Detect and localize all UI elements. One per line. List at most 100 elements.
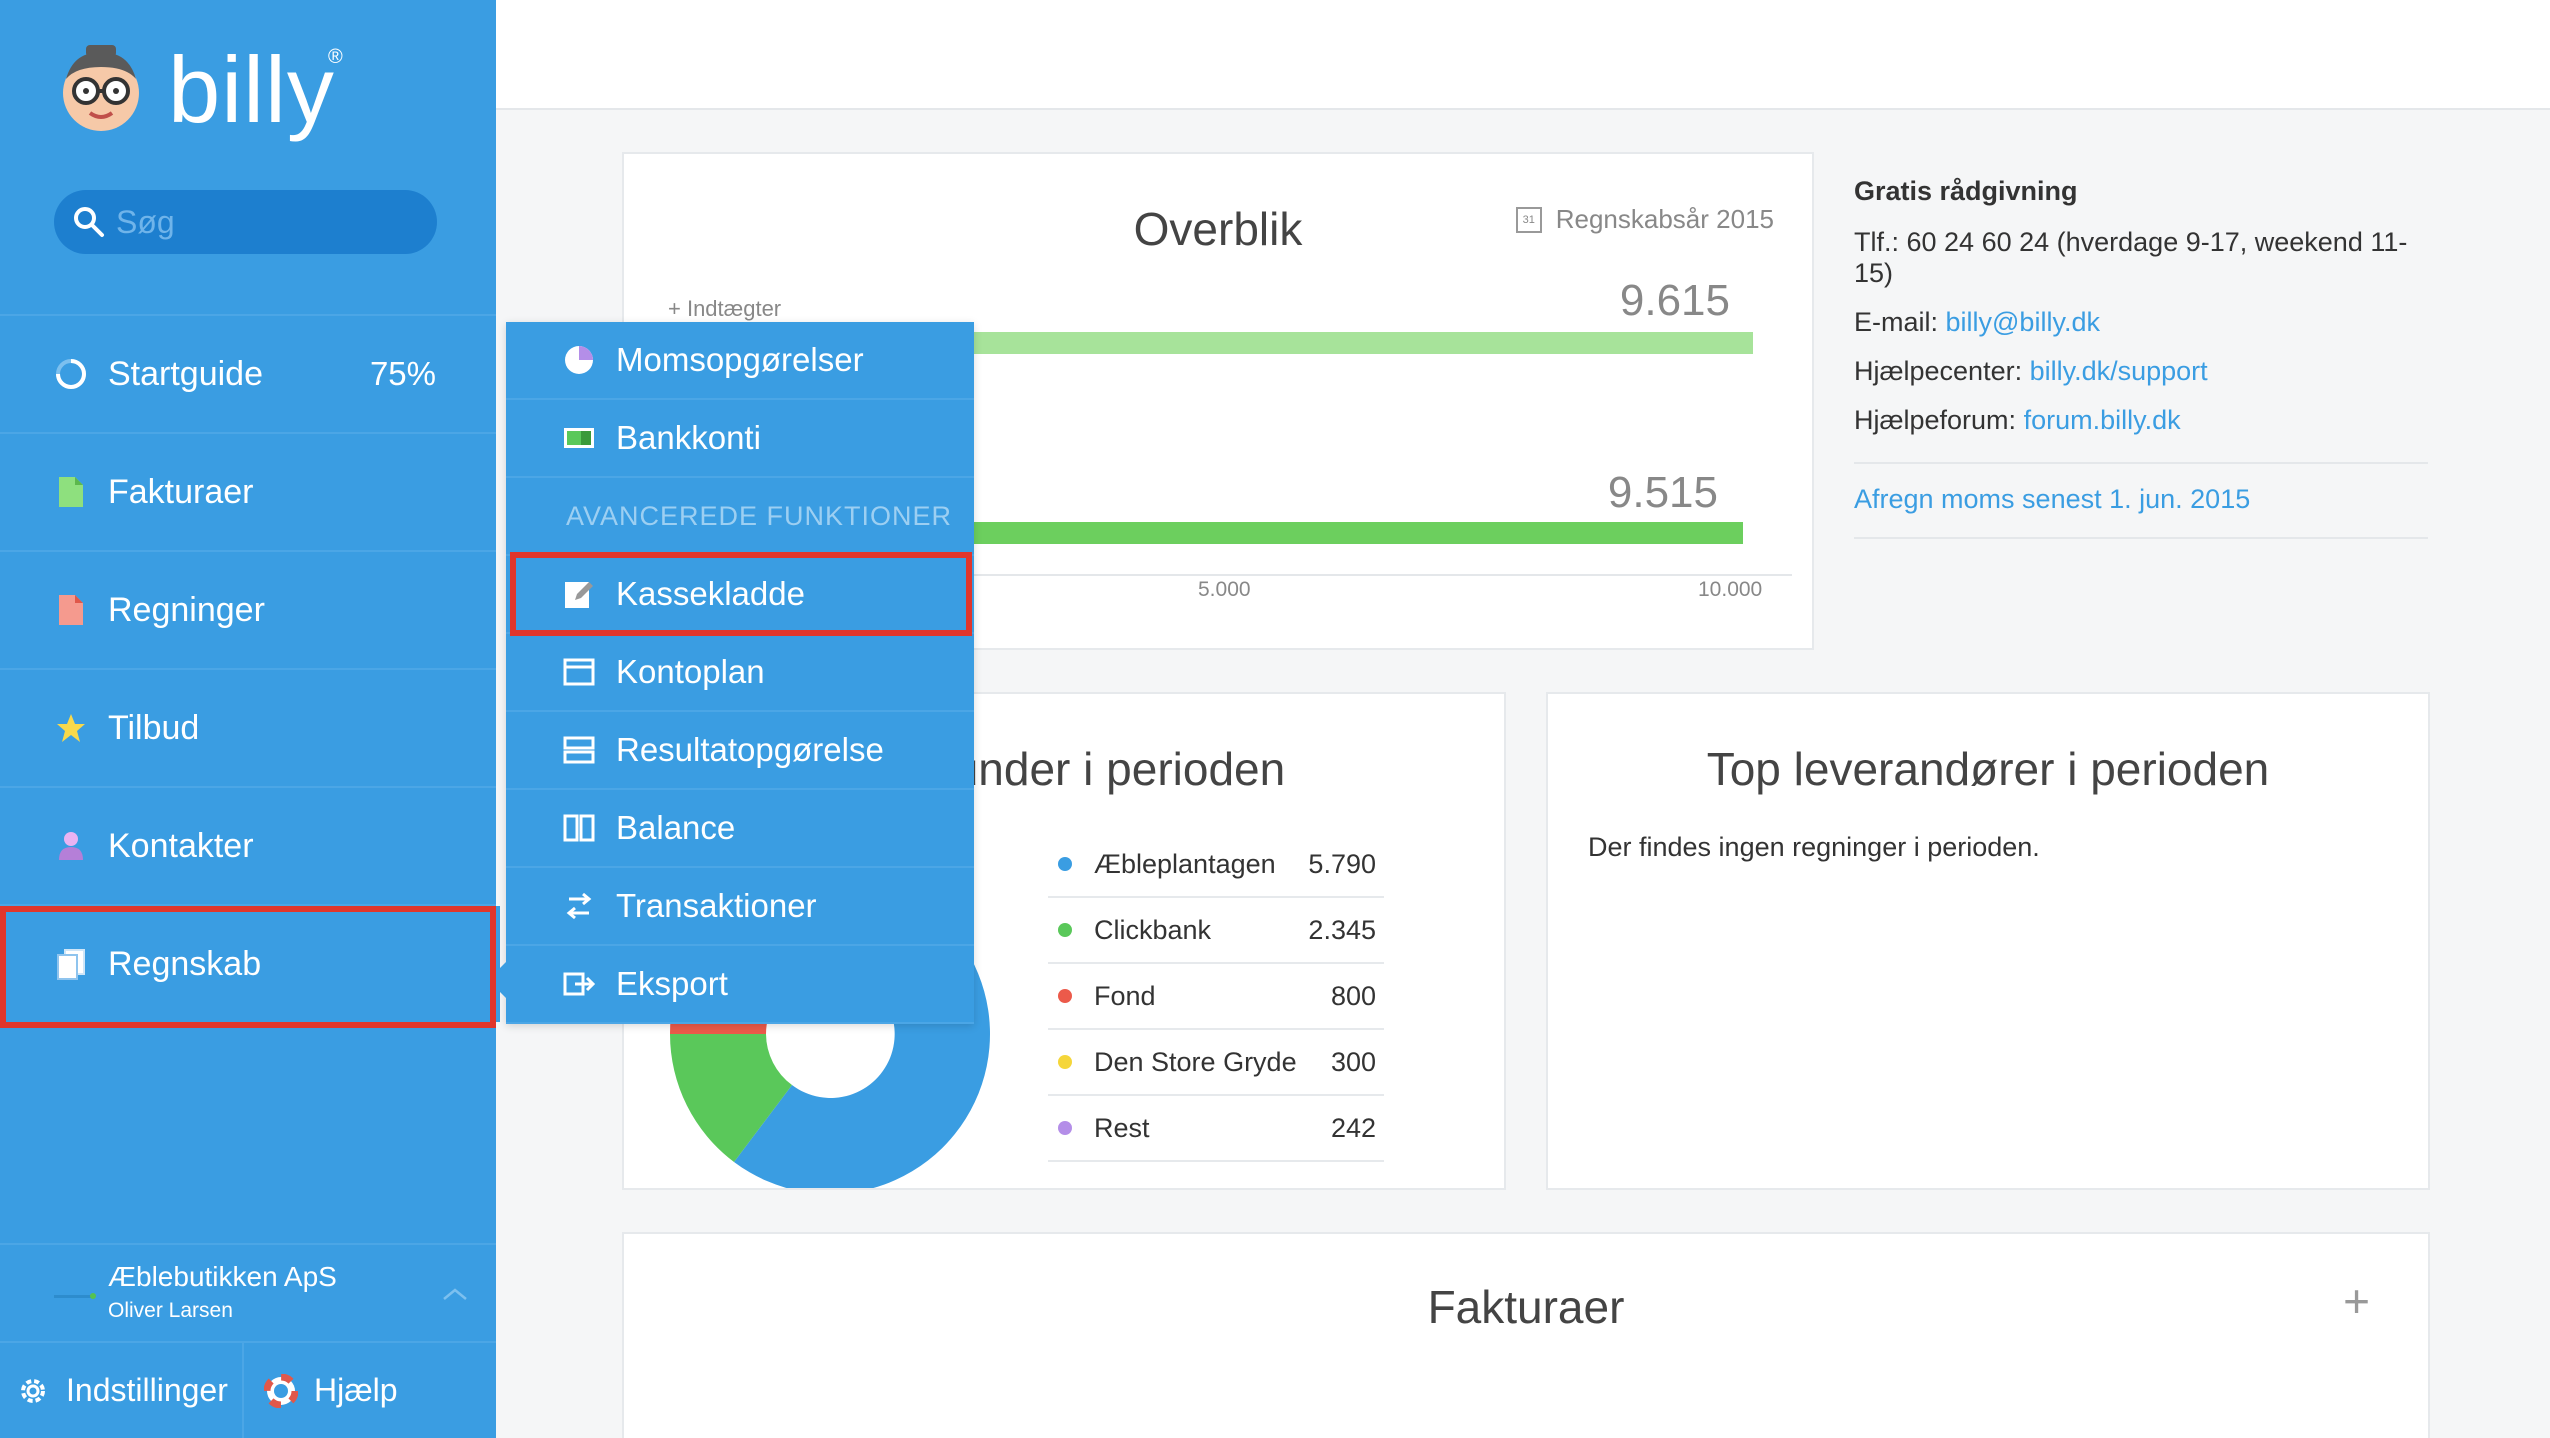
add-invoice-button[interactable]: + [2343,1275,2370,1327]
money-icon [562,421,596,455]
legend-dot [1058,857,1072,871]
forum-line: Hjælpeforum: forum.billy.dk [1854,405,2428,436]
pie-icon [562,343,596,377]
menu-item-label: Kontoplan [616,653,765,690]
star-icon [54,711,88,745]
tick-label-10000: 10.000 [1698,578,1763,601]
sidebar-footer: Indstillinger Hjælp [0,1341,496,1438]
nav-label-tilbud: Tilbud [108,708,200,747]
customer-value: 242 [1330,1112,1376,1143]
help-label: Hjælp [314,1372,398,1408]
menu-item-bankkonti[interactable]: Bankkonti [506,400,974,478]
contact-icon [54,829,88,863]
menu-item-eksport[interactable]: Eksport [506,946,974,1024]
email-line: E-mail: billy@billy.dk [1854,307,2428,338]
forum-link[interactable]: forum.billy.dk [2023,405,2181,435]
search-icon [74,207,104,237]
list-item[interactable]: Fond 800 [1048,964,1384,1030]
menu-item-balance[interactable]: Balance [506,790,974,868]
list-item[interactable]: Den Store Gryde 300 [1048,1030,1384,1096]
donut-slice-clickbank [670,1034,792,1162]
startguide-progress: 75% [369,355,436,392]
export-icon [562,967,596,1001]
email-link[interactable]: billy@billy.dk [1945,307,2100,337]
nav-label-regninger: Regninger [108,590,265,629]
fiscal-year-label: Regnskabsår 2015 [1555,204,1774,234]
nav-label-startguide: Startguide [108,354,263,393]
nav-item-tilbud[interactable]: Tilbud [0,668,496,786]
empty-message: Der findes ingen regninger i perioden. [1588,832,2040,862]
customer-name: Clickbank [1094,914,1212,945]
income-statement-icon [562,733,596,767]
forum-label: Hjælpeforum: [1854,405,2024,435]
helpcenter-link[interactable]: billy.dk/support [2029,356,2208,386]
menu-item-kassekladde[interactable]: Kassekladde [506,556,974,634]
income-label[interactable]: + Indtægter [668,296,782,321]
menu-item-label: Resultatopgørelse [616,731,884,768]
advice-panel: Gratis rådgivning Tlf.: 60 24 60 24 (hve… [1854,176,2428,539]
fiscal-year-selector[interactable]: 31 Regnskabsår 2015 [1515,204,1774,235]
gear-icon [21,1378,45,1403]
invoices-title: Fakturaer [1427,1281,1625,1333]
customer-name: Rest [1094,1112,1150,1143]
settings-button[interactable]: Indstillinger [0,1343,244,1438]
menu-item-transaktioner[interactable]: Transaktioner [506,868,974,946]
menu-item-label: Momsopgørelser [616,341,864,378]
nav-label-fakturaer: Fakturaer [108,472,254,511]
divider [1854,537,2428,539]
company-status-indicator [54,1293,96,1299]
search-input[interactable] [116,203,416,241]
legend-dot [1058,989,1072,1003]
customer-name: Den Store Gryde [1094,1046,1297,1077]
nav-label-regnskab: Regnskab [108,944,262,983]
chart-of-accounts-icon [562,655,596,689]
search-box[interactable] [54,190,437,254]
billy-face-icon [63,45,139,131]
help-button[interactable]: Hjælp [244,1343,398,1438]
lifebuoy-icon [264,1373,298,1408]
registered-mark: ® [328,46,343,68]
nav-item-startguide[interactable]: Startguide 75% [0,314,496,432]
legend-dot [1058,923,1072,937]
list-item[interactable]: Rest 242 [1048,1096,1384,1162]
customer-name: Fond [1094,980,1156,1011]
logo-text: billy [168,37,335,142]
phone-line: Tlf.: 60 24 60 24 (hverdage 9-17, weeken… [1854,227,2408,288]
menu-item-momsopgorelser[interactable]: Momsopgørelser [506,322,974,400]
top-suppliers-card: Top leverandører i perioden Der findes i… [1546,692,2430,1190]
company-switcher[interactable]: Æblebutikken ApS Oliver Larsen [0,1243,496,1341]
transactions-icon [562,889,596,923]
list-item[interactable]: Æbleplantagen 5.790 [1048,832,1384,898]
vat-deadline-link[interactable]: Afregn moms senest 1. jun. 2015 [1854,484,2251,514]
income-value: 9.615 [1619,276,1730,325]
x-axis [774,574,1792,576]
accounting-icon [54,947,88,981]
overview-title: Overblik [1133,203,1303,255]
menu-item-label: Balance [616,809,736,846]
list-item[interactable]: Clickbank 2.345 [1048,898,1384,964]
billy-logo[interactable]: billy ® [56,37,343,142]
chevron-up-icon [443,1288,467,1300]
customer-value: 800 [1330,980,1376,1011]
nav-label-kontakter: Kontakter [108,826,254,865]
menu-item-label: Kassekladde [616,575,805,612]
nav-item-regnskab[interactable]: Regnskab [0,904,500,1022]
menu-item-label: Eksport [616,965,728,1002]
customer-value: 2.345 [1308,914,1376,945]
bill-icon [54,593,88,627]
helpcenter-line: Hjælpecenter: billy.dk/support [1854,356,2428,387]
menu-item-label: Transaktioner [616,887,817,924]
tick-label-5000: 5.000 [1198,578,1251,601]
nav-item-fakturaer[interactable]: Fakturaer [0,432,496,550]
nav-item-regninger[interactable]: Regninger [0,550,496,668]
nav-item-kontakter[interactable]: Kontakter [0,786,496,904]
progress-ring-icon [54,357,88,391]
divider [1854,462,2428,464]
legend-dot [1058,1055,1072,1069]
menu-item-kontoplan[interactable]: Kontoplan [506,634,974,712]
customer-value: 5.790 [1308,848,1376,879]
menu-item-resultatopgorelse[interactable]: Resultatopgørelse [506,712,974,790]
regnskab-submenu: Momsopgørelser Bankkonti AVANCEREDE FUNK… [488,322,974,1024]
advice-title: Gratis rådgivning [1854,176,2078,206]
user-name: Oliver Larsen [108,1299,233,1322]
